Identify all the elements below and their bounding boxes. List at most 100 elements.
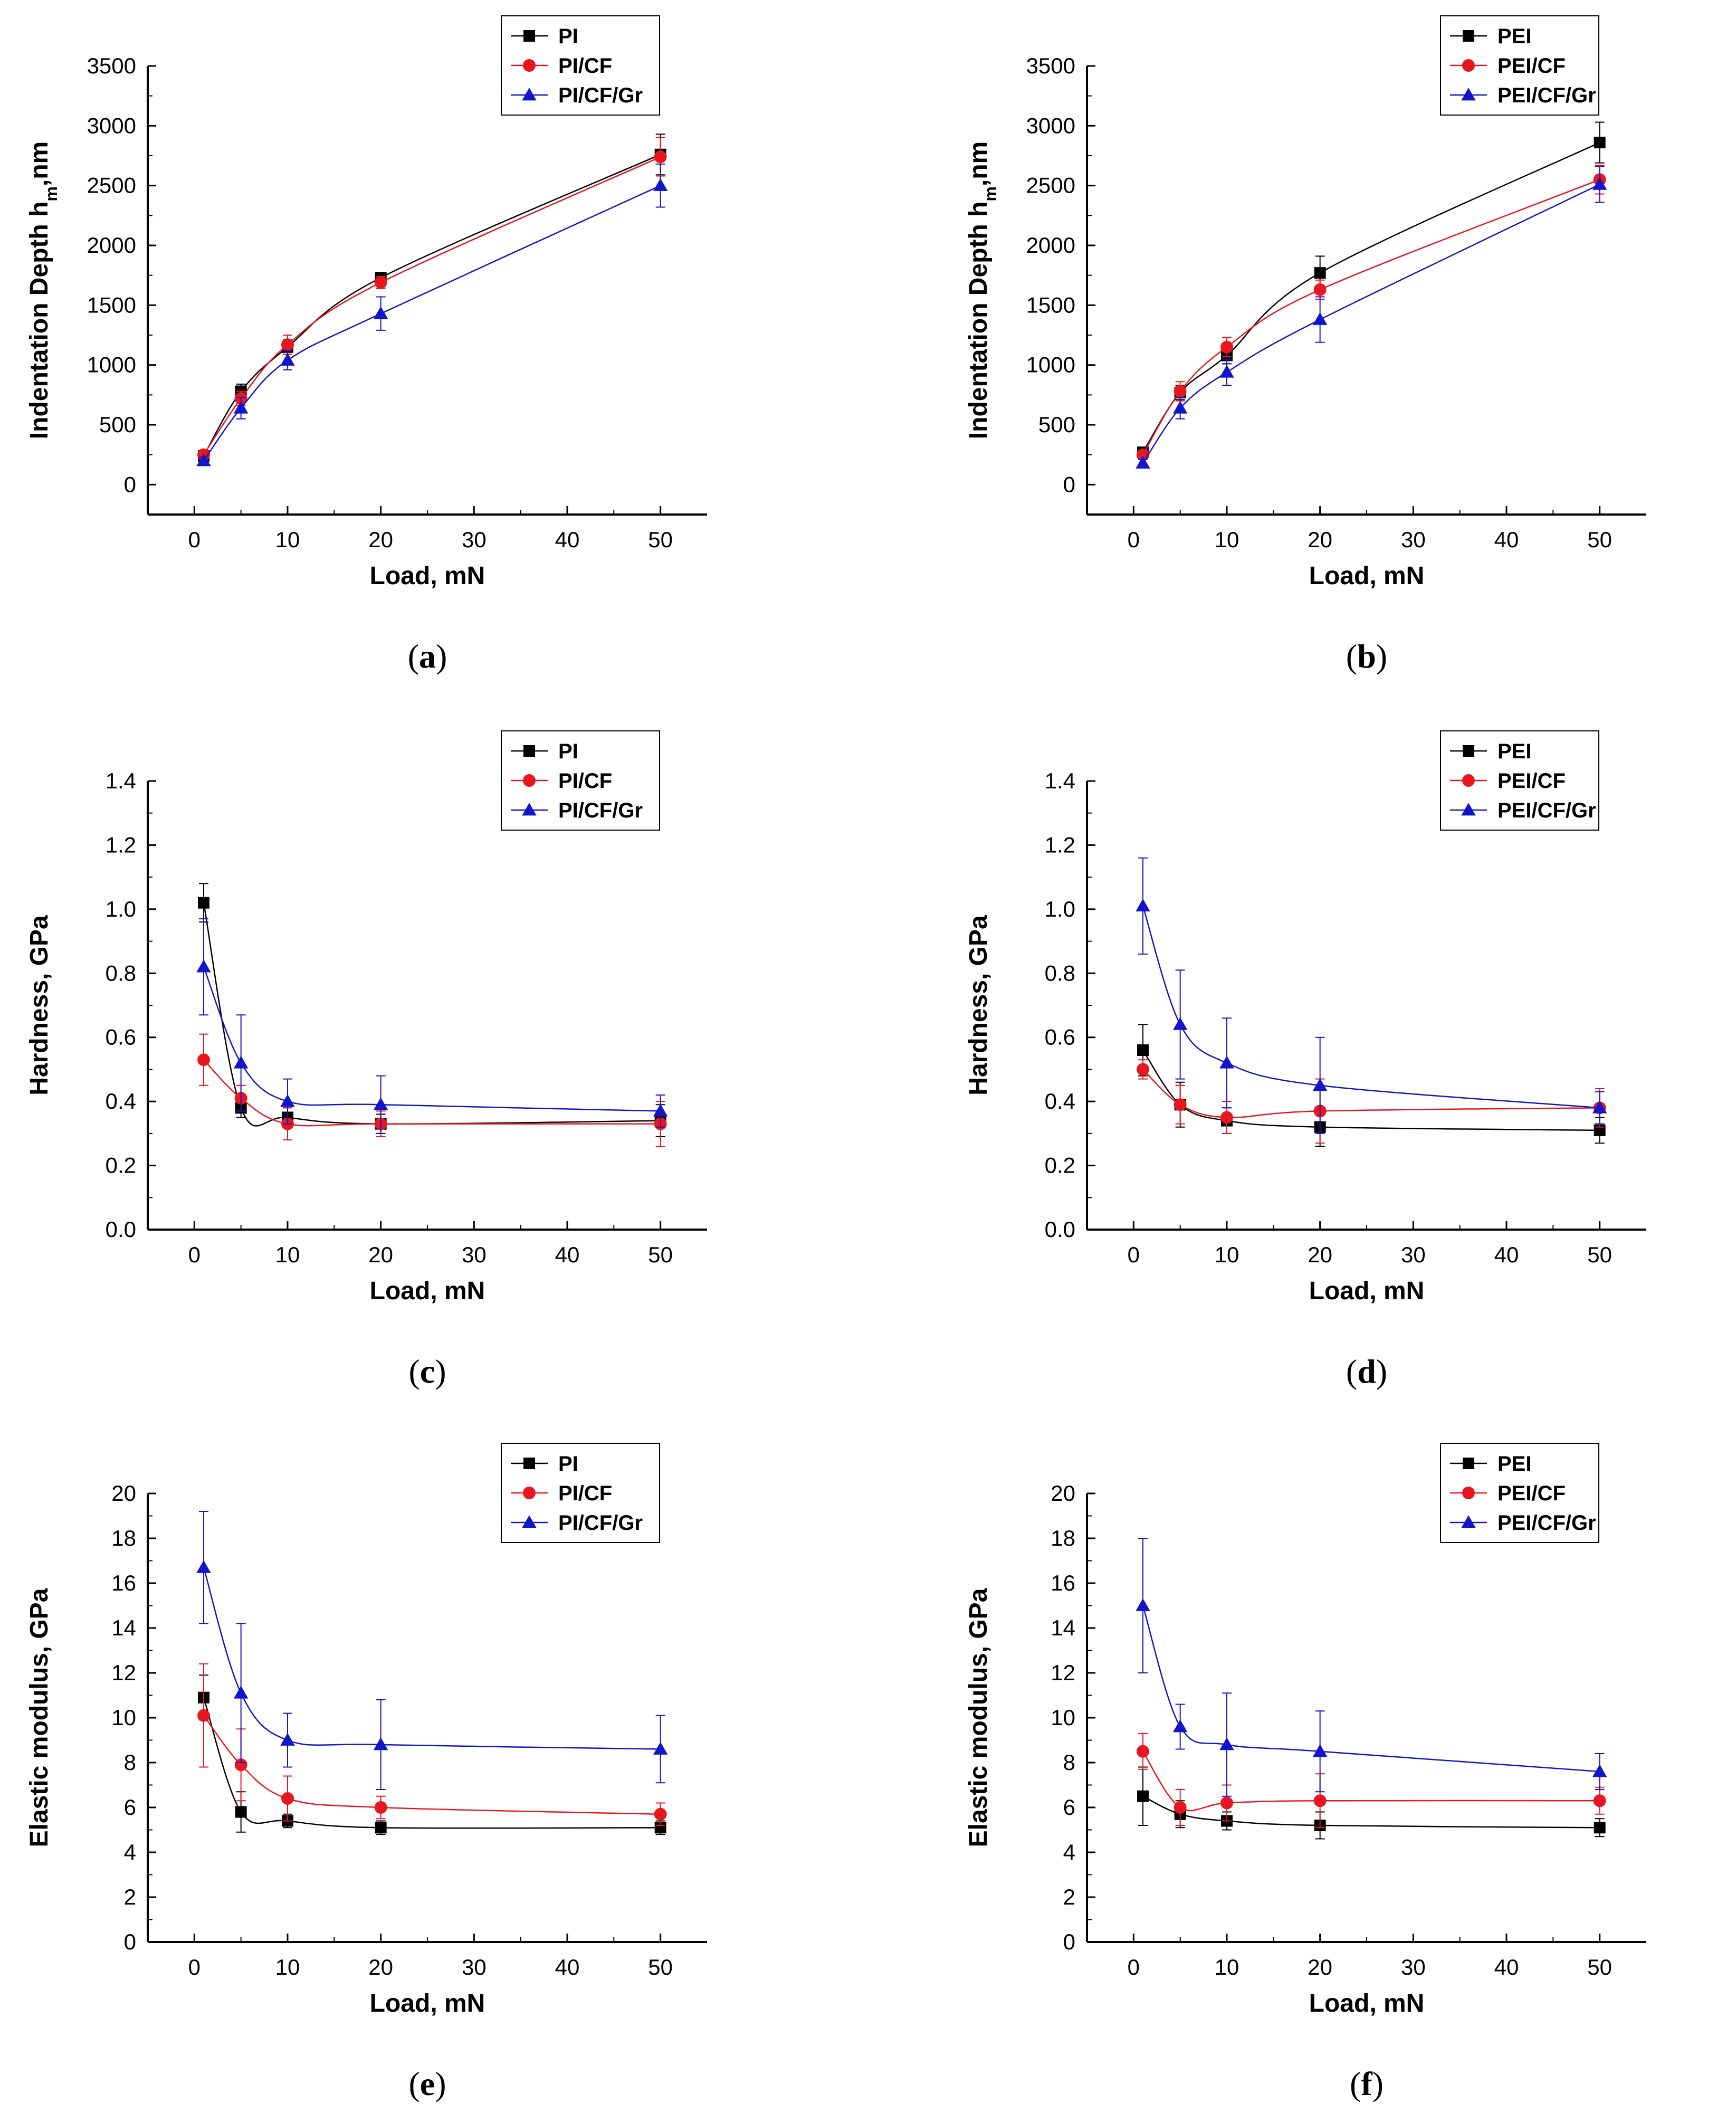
legend-marker [1463, 30, 1474, 42]
data-point [281, 338, 294, 351]
series-pi-cf-gr [196, 918, 668, 1134]
legend-label: PEI/CF/Gr [1497, 84, 1596, 107]
data-point [375, 1822, 387, 1834]
data-point [1313, 1794, 1327, 1807]
data-point [196, 1560, 211, 1573]
y-tick-label: 20 [1051, 1481, 1075, 1506]
legend-marker [1463, 1458, 1474, 1469]
y-tick-label: 0.0 [1045, 1217, 1075, 1242]
data-point [1136, 455, 1150, 469]
data-point [233, 401, 249, 414]
x-tick-label: 40 [1494, 1955, 1519, 1979]
legend-label: PI [558, 740, 578, 763]
y-tick-label: 1.2 [106, 832, 136, 857]
x-tick-label: 0 [188, 527, 201, 552]
legend-marker [1462, 59, 1475, 72]
x-axis-title: Load, mN [1309, 562, 1425, 590]
series-pei-cf-gr [1136, 1538, 1607, 1797]
legend-marker [523, 1487, 536, 1499]
data-point [1219, 1737, 1234, 1750]
y-tick-label: 18 [1051, 1526, 1075, 1550]
legend-item: PI [511, 25, 578, 48]
legend-marker [523, 1458, 535, 1469]
chart-panel-f: 0 2 4 6 8 10 12 14 16 18 20 0 10 20 30 40 50 Load, mN Elas… [965, 1443, 1646, 2102]
x-tick-label: 30 [462, 1242, 487, 1267]
data-point [1312, 312, 1328, 325]
data-point [1172, 401, 1188, 414]
y-tick-label: 500 [99, 412, 136, 437]
y-tick-label: 1.4 [1045, 768, 1075, 793]
y-tick-label: 0.6 [1045, 1025, 1075, 1050]
legend-label: PEI/CF/Gr [1497, 1511, 1596, 1535]
series-line [203, 1567, 661, 1750]
legend-marker [1462, 774, 1475, 787]
x-tick-label: 0 [188, 1955, 201, 1979]
data-point [1137, 1063, 1149, 1076]
data-point [1219, 1055, 1234, 1069]
x-tick-label: 10 [1215, 1242, 1239, 1267]
legend-item: PEI/CF/Gr [1450, 799, 1596, 822]
y-tick-label: 1000 [87, 353, 136, 377]
y-tick-label: 500 [1038, 412, 1075, 437]
y-tick-label: 2500 [87, 173, 136, 198]
x-tick-label: 10 [275, 1955, 300, 1979]
x-axis-title: Load, mN [370, 1277, 485, 1305]
y-tick-label: 0 [124, 472, 136, 497]
legend-label: PEI [1497, 25, 1531, 48]
data-point [1312, 1744, 1328, 1757]
legend-item: PEI [1450, 25, 1531, 48]
y-tick-label: 8 [1063, 1750, 1075, 1775]
y-tick-label: 1000 [1026, 353, 1075, 377]
data-point [374, 276, 387, 289]
data-point [653, 1741, 668, 1755]
x-tick-label: 50 [648, 1242, 673, 1267]
y-tick-label: 18 [111, 1526, 136, 1550]
x-tick-label: 0 [188, 1242, 201, 1267]
data-point [233, 1686, 249, 1699]
data-point [1137, 1745, 1149, 1758]
data-point [1136, 899, 1150, 912]
y-tick-label: 2 [124, 1884, 136, 1909]
data-point [1172, 1719, 1188, 1733]
legend-marker [523, 745, 535, 757]
x-tick-label: 10 [1215, 527, 1239, 552]
y-tick-label: 20 [111, 1481, 136, 1506]
x-tick-label: 10 [275, 1242, 300, 1267]
legend: PI PI/CF PI/CF/Gr [501, 1443, 660, 1543]
data-point [1592, 1764, 1607, 1777]
data-point [197, 1709, 210, 1722]
x-tick-label: 40 [555, 1242, 580, 1267]
x-tick-label: 40 [555, 527, 580, 552]
series-line [1142, 1605, 1600, 1773]
panel-label: (a) [408, 637, 447, 675]
y-tick-label: 12 [111, 1660, 136, 1685]
series-pei-cf-gr [1136, 857, 1607, 1134]
legend-item: PI/CF/Gr [511, 799, 643, 822]
x-axis-title: Load, mN [370, 1990, 485, 2017]
legend-marker [522, 803, 537, 816]
data-point [1313, 283, 1327, 296]
legend-marker [1461, 803, 1476, 816]
legend-item: PEI/CF [1450, 769, 1566, 793]
data-point [1137, 1790, 1149, 1802]
legend-label: PI/CF [558, 769, 612, 793]
data-point [1594, 137, 1606, 149]
legend-label: PEI [1497, 740, 1531, 763]
x-tick-label: 20 [1308, 1955, 1332, 1979]
legend-label: PEI [1497, 1452, 1531, 1476]
y-tick-label: 1500 [87, 292, 136, 317]
data-point [198, 897, 209, 909]
data-point [654, 150, 667, 164]
data-point [280, 1733, 295, 1746]
legend-marker [523, 30, 535, 42]
legend-item: PEI/CF [1450, 1482, 1566, 1505]
x-axis-title: Load, mN [1309, 1990, 1425, 2017]
data-point [1174, 1801, 1187, 1814]
y-tick-label: 1.0 [106, 897, 136, 921]
x-tick-label: 40 [1494, 1242, 1519, 1267]
y-tick-label: 1.4 [106, 768, 136, 793]
y-axis-title: Indentation Depth hm,nm [25, 141, 61, 439]
legend-marker [523, 774, 536, 787]
data-point [1172, 1017, 1188, 1030]
